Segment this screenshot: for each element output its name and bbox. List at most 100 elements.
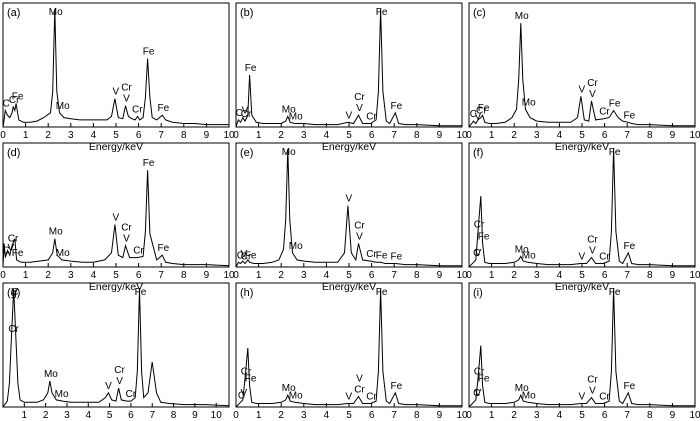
peak-label: Cr: [599, 391, 610, 402]
panel-8: 012345678910Energy/keV(i)CVCrFeMoMoVVCrC…: [466, 282, 700, 421]
panel-label: (d): [7, 147, 20, 159]
peak-label: Cr: [587, 375, 598, 386]
peak-label: Fe: [478, 103, 490, 114]
plot-frame: [2, 142, 230, 268]
peak-label: Fe: [376, 287, 388, 298]
spectrum-line: [2, 170, 230, 268]
plot-frame: [468, 142, 696, 268]
spectrum-line: [235, 288, 462, 408]
x-tick-label: 8: [171, 410, 177, 421]
x-tick-label: 5: [579, 270, 585, 281]
peak-label: Cr: [366, 111, 377, 122]
panel-7: 012345678910Energy/keV(h)CVCrFeMoMoVCrVC…: [233, 282, 468, 421]
x-tick-label: 2: [278, 270, 284, 281]
x-tick-label: 3: [301, 410, 307, 421]
peak-label: Fe: [623, 241, 635, 252]
x-tick-label: 5: [346, 410, 352, 421]
x-tick-label: 9: [670, 270, 676, 281]
x-tick-label: 9: [204, 130, 210, 141]
plot-frame: [2, 282, 230, 408]
peak-label: C: [238, 390, 245, 401]
x-tick-label: 9: [192, 410, 198, 421]
peak-label: Cr: [8, 324, 19, 335]
peak-label: V: [113, 87, 120, 98]
x-tick-label: 5: [113, 130, 119, 141]
spectrum-line: [2, 288, 230, 408]
peak-label: V: [356, 103, 363, 114]
panel-label: (i): [473, 287, 483, 299]
peak-label: Mo: [289, 241, 303, 252]
x-tick-label: 1: [256, 130, 262, 141]
x-tick-label: 6: [128, 410, 134, 421]
x-tick-label: 1: [23, 270, 29, 281]
peak-label: C: [11, 287, 18, 298]
x-tick-label: 6: [602, 130, 608, 141]
peak-label: C: [3, 98, 10, 109]
x-tick-label: 6: [602, 270, 608, 281]
x-tick-label: 1: [489, 130, 495, 141]
peak-label: V: [242, 106, 249, 117]
x-tick-label: 7: [391, 130, 397, 141]
x-tick-label: 7: [391, 410, 397, 421]
spectrum-line: [235, 8, 462, 128]
peak-label: V: [356, 231, 363, 242]
x-tick-label: 10: [223, 270, 235, 281]
panel-3: 0 1 2 3 4 5 6 7 8 9 10Energy/keV(d)CVCrFeMoMoVVCrC…: [0, 142, 235, 293]
x-tick-label: 3: [534, 410, 540, 421]
x-axis-label: Energy/keV: [555, 141, 609, 153]
x-tick-label: 3: [301, 270, 307, 281]
peak-label: Cr: [476, 106, 487, 117]
plot-frame: [468, 282, 696, 408]
x-tick-label: 4: [324, 130, 330, 141]
x-tick-label: 2: [278, 130, 284, 141]
x-tick-label: 10: [689, 270, 700, 281]
x-tick-label: 4: [324, 270, 330, 281]
x-tick-label: 0: [466, 410, 472, 421]
peak-label: Mo: [49, 227, 63, 238]
peak-label: Cr: [114, 365, 125, 376]
peak-label: Fe: [143, 158, 155, 169]
peak-label: Fe: [376, 7, 388, 18]
x-tick-label: 2: [45, 130, 51, 141]
x-tick-label: 8: [647, 130, 653, 141]
peak-label: V: [579, 391, 586, 402]
peak-label: V: [589, 89, 596, 100]
panel-label: (c): [473, 7, 486, 19]
spectrum-line: [468, 288, 695, 408]
peak-label: V: [589, 386, 596, 397]
x-tick-label: 0: [233, 410, 239, 421]
x-tick-label: 7: [158, 130, 164, 141]
peak-label: Mo: [56, 248, 70, 259]
x-tick-label: 6: [369, 270, 375, 281]
peak-label: V: [589, 246, 596, 257]
x-tick-label: 8: [181, 130, 187, 141]
x-axis-label: Energy/keV: [89, 281, 143, 293]
peak-label: Mo: [522, 97, 536, 108]
peak-label: Mo: [282, 104, 296, 115]
x-tick-label: 6: [136, 270, 142, 281]
peak-label: Cr: [241, 109, 252, 120]
panel-label: (f): [473, 147, 483, 159]
spectrum-line: [235, 148, 462, 268]
peak-label: Fe: [245, 374, 257, 385]
x-tick-label: 6: [602, 410, 608, 421]
panel-label: (h): [240, 287, 253, 299]
plot-frame: [235, 282, 463, 408]
x-tick-label: 4: [557, 270, 563, 281]
x-tick-label: 8: [181, 270, 187, 281]
x-tick-label: 8: [414, 270, 420, 281]
peak-label: Mo: [515, 383, 529, 394]
x-tick-label: 10: [223, 130, 235, 141]
x-tick-label: 10: [211, 410, 223, 421]
peak-label: Mo: [282, 383, 296, 394]
x-tick-label: 5: [346, 130, 352, 141]
x-tick-label: 1: [22, 410, 28, 421]
x-axis-label: Energy/keV: [89, 141, 143, 153]
x-tick-label: 9: [204, 270, 210, 281]
peak-label: V: [116, 376, 123, 387]
x-tick-label: 10: [689, 130, 700, 141]
panel-label: (g): [7, 287, 20, 299]
peak-label: Mo: [289, 390, 303, 401]
